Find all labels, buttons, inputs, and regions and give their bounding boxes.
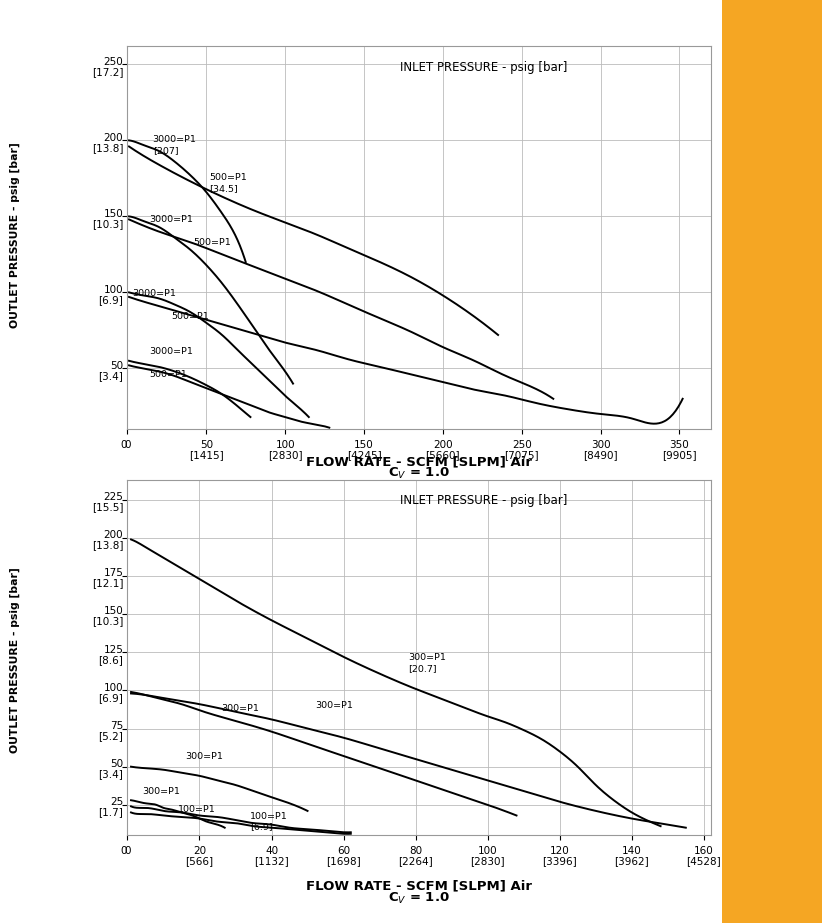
Text: 300=P1: 300=P1 xyxy=(142,786,180,796)
Text: 0: 0 xyxy=(120,846,127,857)
Text: OUTLET PRESSURE - psig [bar]: OUTLET PRESSURE - psig [bar] xyxy=(10,567,20,753)
Text: INLET PRESSURE - psig [bar]: INLET PRESSURE - psig [bar] xyxy=(399,494,567,507)
Text: 100: 100 xyxy=(275,440,295,450)
Text: 20: 20 xyxy=(193,846,206,857)
Text: 50: 50 xyxy=(110,361,123,371)
Text: 500=P1: 500=P1 xyxy=(172,312,210,321)
Text: 80: 80 xyxy=(409,846,423,857)
Text: [10.3]: [10.3] xyxy=(92,617,123,627)
Text: 225: 225 xyxy=(104,492,123,502)
Text: 3000=P1: 3000=P1 xyxy=(150,347,193,356)
Text: 3000=P1
[207]: 3000=P1 [207] xyxy=(153,136,196,155)
Text: 500=P1
[34.5]: 500=P1 [34.5] xyxy=(210,174,247,193)
Text: [1415]: [1415] xyxy=(189,450,224,461)
Text: [6.9]: [6.9] xyxy=(99,294,123,305)
Text: 100=P1
[6.9]: 100=P1 [6.9] xyxy=(250,812,288,832)
Text: 0: 0 xyxy=(124,846,131,857)
Text: 140: 140 xyxy=(622,846,642,857)
Text: 200: 200 xyxy=(433,440,453,450)
Text: 300: 300 xyxy=(591,440,611,450)
Text: 160: 160 xyxy=(694,846,713,857)
Text: [3396]: [3396] xyxy=(543,857,577,867)
Text: 100: 100 xyxy=(478,846,497,857)
Text: [6.9]: [6.9] xyxy=(99,693,123,702)
Text: 100=P1: 100=P1 xyxy=(178,805,215,814)
Text: 250: 250 xyxy=(512,440,532,450)
Text: 250: 250 xyxy=(104,56,123,66)
Text: [2830]: [2830] xyxy=(268,450,302,461)
Text: [8490]: [8490] xyxy=(584,450,618,461)
Text: [3962]: [3962] xyxy=(614,857,649,867)
Text: [3.4]: [3.4] xyxy=(99,371,123,381)
Text: 300=P1: 300=P1 xyxy=(185,751,223,761)
Text: [3.4]: [3.4] xyxy=(99,769,123,779)
Text: [1132]: [1132] xyxy=(254,857,289,867)
Text: 500=P1: 500=P1 xyxy=(150,370,187,379)
Text: [566]: [566] xyxy=(186,857,214,867)
Text: C$_V$ = 1.0: C$_V$ = 1.0 xyxy=(388,891,450,905)
Text: [17.2]: [17.2] xyxy=(92,66,123,77)
Text: 50: 50 xyxy=(110,759,123,769)
Text: 0: 0 xyxy=(124,440,131,450)
Text: [4245]: [4245] xyxy=(347,450,381,461)
Text: 75: 75 xyxy=(110,721,123,731)
Text: 3000=P1: 3000=P1 xyxy=(150,215,193,224)
Text: [15.5]: [15.5] xyxy=(92,502,123,512)
Text: 500=P1: 500=P1 xyxy=(194,238,232,246)
Text: 40: 40 xyxy=(265,846,278,857)
Text: [9905]: [9905] xyxy=(663,450,697,461)
Text: 300=P1
[20.7]: 300=P1 [20.7] xyxy=(409,653,446,673)
Text: 125: 125 xyxy=(104,644,123,654)
Text: OUTLET PRESSURE - psig [bar]: OUTLET PRESSURE - psig [bar] xyxy=(10,142,20,329)
Text: 300=P1: 300=P1 xyxy=(221,704,259,713)
Text: 150: 150 xyxy=(104,606,123,617)
Text: [1.7]: [1.7] xyxy=(99,808,123,817)
Text: [10.3]: [10.3] xyxy=(92,219,123,229)
Text: INLET PRESSURE - psig [bar]: INLET PRESSURE - psig [bar] xyxy=(399,62,567,75)
Text: [1698]: [1698] xyxy=(326,857,361,867)
Text: [2264]: [2264] xyxy=(398,857,433,867)
Text: 300=P1: 300=P1 xyxy=(315,701,353,710)
Text: [12.1]: [12.1] xyxy=(92,579,123,589)
Text: [4528]: [4528] xyxy=(686,857,721,867)
Text: 25: 25 xyxy=(110,797,123,807)
Text: 100: 100 xyxy=(104,284,123,294)
Text: FLOW RATE - SCFM [SLPM] Air: FLOW RATE - SCFM [SLPM] Air xyxy=(307,455,532,468)
Text: C$_V$ = 1.0: C$_V$ = 1.0 xyxy=(388,466,450,481)
Text: [8.6]: [8.6] xyxy=(99,654,123,665)
Text: 60: 60 xyxy=(337,846,350,857)
Text: [7075]: [7075] xyxy=(505,450,539,461)
Text: 50: 50 xyxy=(200,440,213,450)
Text: 150: 150 xyxy=(354,440,374,450)
Text: 150: 150 xyxy=(104,209,123,219)
Text: 175: 175 xyxy=(104,569,123,579)
Text: [5.2]: [5.2] xyxy=(99,731,123,741)
Text: [5660]: [5660] xyxy=(426,450,460,461)
Text: 350: 350 xyxy=(670,440,690,450)
Text: [13.8]: [13.8] xyxy=(92,540,123,550)
Text: 200: 200 xyxy=(104,133,123,143)
Text: FLOW RATE - SCFM [SLPM] Air: FLOW RATE - SCFM [SLPM] Air xyxy=(307,880,532,893)
Text: 3000=P1: 3000=P1 xyxy=(132,290,176,298)
Text: 100: 100 xyxy=(104,683,123,692)
Text: 0: 0 xyxy=(120,440,127,450)
Text: 120: 120 xyxy=(550,846,570,857)
Text: [13.8]: [13.8] xyxy=(92,143,123,153)
Text: [2830]: [2830] xyxy=(470,857,505,867)
Text: 200: 200 xyxy=(104,530,123,540)
